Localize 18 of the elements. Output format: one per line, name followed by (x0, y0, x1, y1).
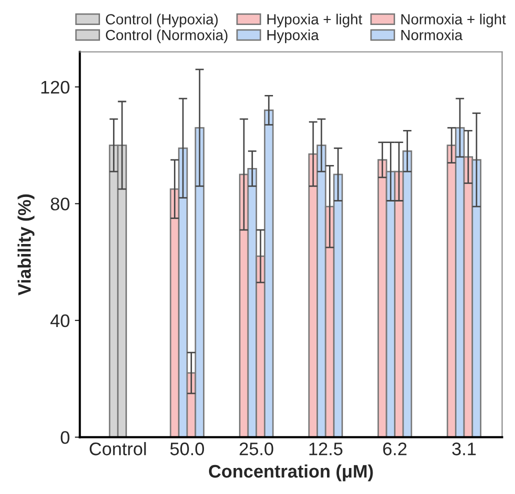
legend-label: Normoxia (401, 30, 463, 40)
x-axis-title: Concentration (μM) (208, 464, 373, 482)
y-axis-title: Viability (%) (18, 194, 34, 296)
x-tick-label: 3.1 (452, 442, 476, 456)
legend-label: Control (Normoxia) (106, 30, 228, 44)
legend-label: Hypoxia (267, 30, 319, 44)
legend-label: Hypoxia + light (267, 14, 362, 28)
y-tick-label: 0 (60, 431, 70, 444)
y-tick-label: 40 (50, 314, 70, 328)
legend-label: Control (Hypoxia) (106, 14, 218, 28)
x-tick-label: 12.5 (309, 442, 342, 456)
x-tick-label: 50.0 (170, 442, 204, 456)
y-tick-label: 80 (50, 198, 70, 210)
y-tick-label: 120 (41, 80, 70, 94)
x-tick-label: Control (90, 442, 146, 456)
x-tick-label: 6.2 (383, 442, 406, 456)
legend-label: Normoxia + light (401, 14, 506, 28)
x-tick-label: 25.0 (240, 442, 274, 456)
